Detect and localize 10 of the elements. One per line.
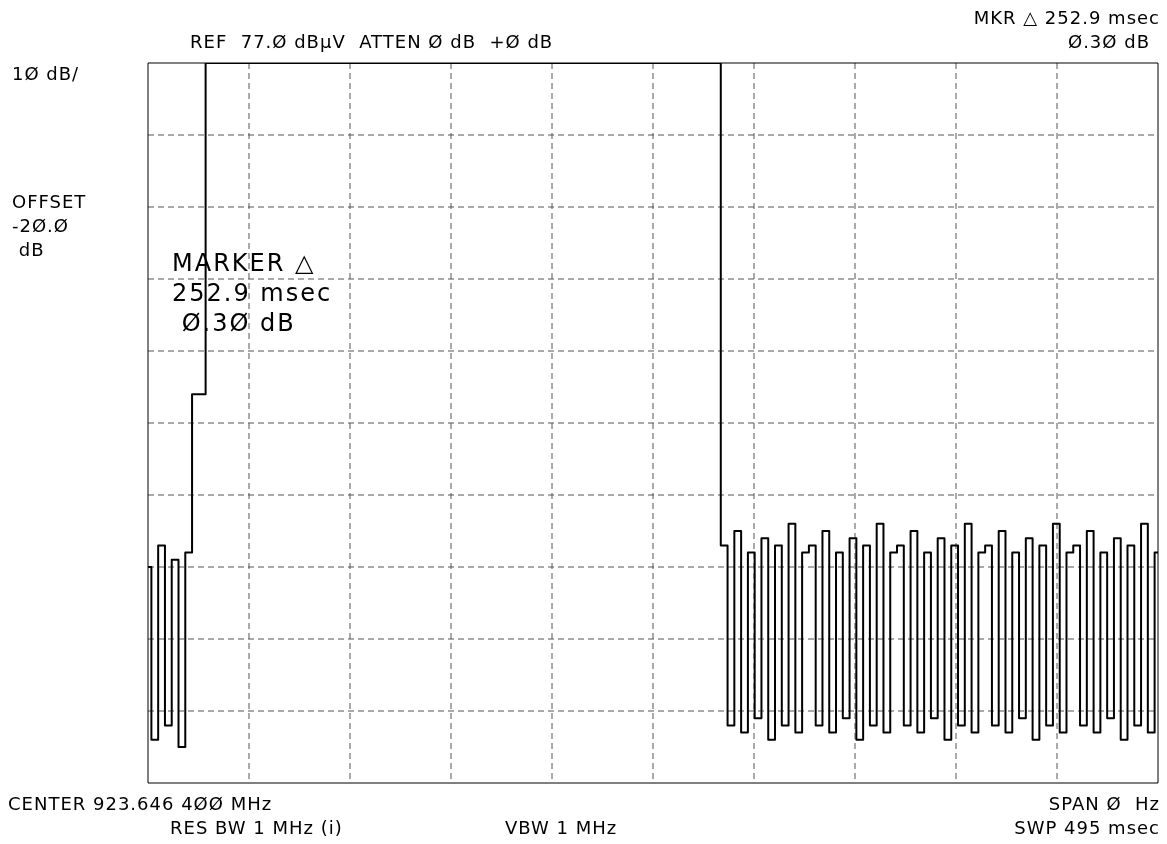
text: SPAN Ø Hz [1048,792,1160,816]
text: Ø.3Ø dB [1067,30,1150,54]
text: REF 77.Ø dBµV ATTEN Ø dB +Ø dB [190,30,554,54]
text: SWP 495 msec [1014,816,1160,840]
text: 1Ø dB/ [12,62,80,86]
text: RES BW 1 MHz (i) [170,816,343,840]
text: CENTER 923.646 4ØØ MHz [8,792,273,816]
text: VBW 1 MHz [505,816,618,840]
text: OFFSET -2Ø.Ø dB [12,190,87,262]
text: MKR △ 252.9 msec [973,6,1160,30]
